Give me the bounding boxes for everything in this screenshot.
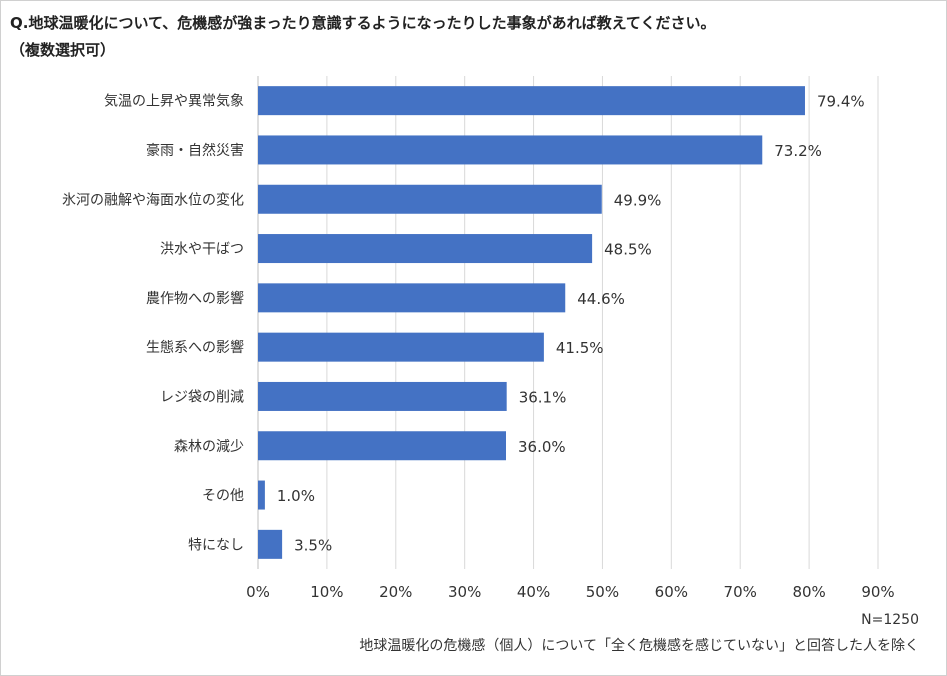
x-tick-label: 20% bbox=[379, 583, 412, 601]
x-tick-label: 70% bbox=[724, 583, 757, 601]
chart-title: Q.地球温暖化について、危機感が強まったり意識するようになったりした事象があれば… bbox=[10, 14, 716, 32]
bar bbox=[258, 283, 566, 313]
category-label: 生態系への影響 bbox=[146, 339, 244, 356]
data-label: 44.6% bbox=[577, 290, 625, 308]
x-tick-label: 30% bbox=[448, 583, 481, 601]
x-tick-label: 90% bbox=[861, 583, 894, 601]
bar bbox=[258, 234, 593, 264]
sample-size-label: N=1250 bbox=[861, 612, 919, 628]
data-label: 1.0% bbox=[277, 487, 315, 505]
data-label: 36.1% bbox=[519, 388, 567, 406]
category-label: レジ袋の削減 bbox=[160, 388, 244, 405]
x-tick-label: 40% bbox=[517, 583, 550, 601]
data-label: 48.5% bbox=[604, 241, 652, 259]
chart-subtitle: （複数選択可） bbox=[10, 41, 116, 59]
category-label: 気温の上昇や異常気象 bbox=[104, 94, 244, 110]
category-label: 豪雨・自然災害 bbox=[146, 142, 244, 159]
data-label: 73.2% bbox=[774, 142, 822, 160]
bar bbox=[258, 431, 506, 461]
x-tick-label: 10% bbox=[310, 583, 343, 601]
bar bbox=[258, 86, 805, 116]
category-label: 農作物への影響 bbox=[146, 290, 244, 307]
category-label: その他 bbox=[202, 488, 244, 504]
bar bbox=[258, 332, 544, 362]
data-label: 41.5% bbox=[556, 339, 604, 357]
category-label: 特になし bbox=[188, 537, 244, 553]
category-label: 洪水や干ばつ bbox=[160, 242, 244, 258]
x-tick-label: 0% bbox=[246, 583, 270, 601]
x-tick-label: 80% bbox=[792, 583, 825, 601]
bar bbox=[258, 135, 763, 165]
bar bbox=[258, 381, 507, 411]
data-label: 36.0% bbox=[518, 438, 566, 456]
bar bbox=[258, 480, 265, 510]
category-label: 氷河の融解や海面水位の変化 bbox=[62, 191, 244, 208]
bar bbox=[258, 184, 602, 214]
data-label: 79.4% bbox=[817, 93, 865, 111]
data-label: 49.9% bbox=[614, 191, 662, 209]
x-tick-label: 60% bbox=[655, 583, 688, 601]
data-label: 3.5% bbox=[294, 536, 332, 554]
x-tick-label: 50% bbox=[586, 583, 619, 601]
bar bbox=[258, 529, 283, 559]
footnote: 地球温暖化の危機感（個人）について「全く危機感を感じていない」と回答した人を除く bbox=[359, 638, 919, 654]
category-label: 森林の減少 bbox=[174, 438, 244, 455]
